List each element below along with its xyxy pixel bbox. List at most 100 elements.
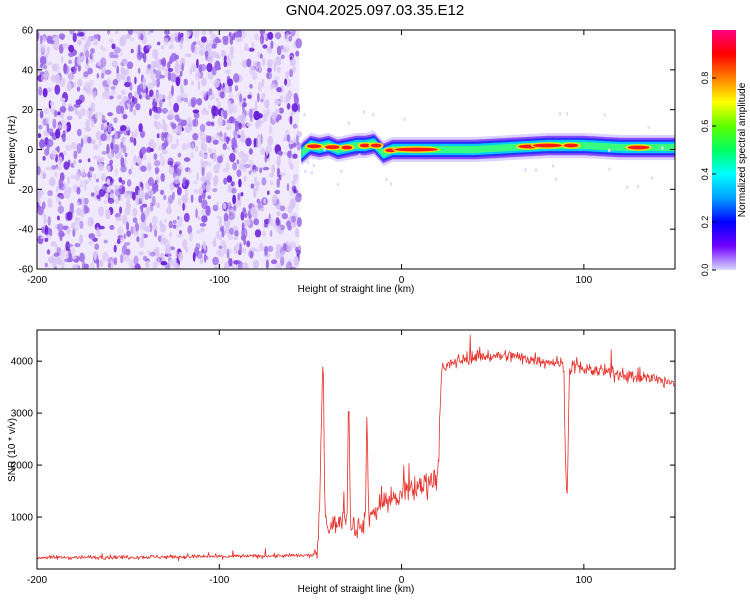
noise-blob — [119, 206, 123, 214]
noise-blob — [155, 202, 161, 209]
noise-blob — [57, 215, 60, 221]
noise-blob — [149, 71, 156, 81]
noise-blob — [285, 71, 289, 79]
noise-blob — [233, 236, 238, 241]
noise-blob — [115, 105, 122, 115]
noise-blob — [259, 53, 263, 59]
noise-blob — [153, 113, 160, 120]
noise-blob — [249, 251, 254, 259]
noise-blob — [124, 81, 131, 88]
noise-blob — [192, 251, 196, 262]
noise-blob — [196, 250, 203, 259]
noise-blob — [296, 249, 301, 256]
noise-blob — [123, 130, 128, 136]
noise-blob — [81, 261, 86, 269]
noise-blob — [92, 144, 100, 151]
noise-blob — [85, 49, 90, 59]
noise-blob — [213, 153, 217, 162]
noise-blob — [109, 193, 115, 200]
noise-blob — [67, 186, 72, 193]
noise-blob — [238, 122, 242, 130]
noise-blob — [44, 225, 49, 235]
noise-blob — [98, 188, 106, 197]
noise-speck — [347, 121, 350, 125]
noise-speck — [323, 147, 326, 152]
noise-blob — [227, 78, 234, 87]
noise-speck — [608, 167, 611, 171]
noise-blob — [276, 211, 281, 217]
noise-blob — [125, 34, 131, 39]
noise-blob — [90, 192, 95, 197]
colorbar-label: Normalized spectral amplitude — [737, 82, 748, 217]
noise-blob — [128, 92, 133, 100]
noise-blob — [72, 264, 79, 269]
noise-blob — [93, 34, 100, 39]
noise-blob — [68, 44, 75, 53]
noise-blob — [263, 198, 267, 204]
noise-blob — [114, 131, 118, 141]
noise-blob — [212, 188, 218, 193]
signal-hotspot — [359, 143, 371, 148]
noise-blob — [267, 190, 270, 195]
noise-blob — [262, 109, 266, 118]
noise-blob — [72, 32, 77, 43]
noise-blob — [251, 41, 255, 49]
noise-blob — [130, 48, 134, 54]
noise-blob — [160, 237, 168, 244]
noise-blob — [42, 36, 47, 43]
noise-speck — [390, 182, 393, 186]
noise-blob — [230, 137, 237, 147]
noise-blob — [145, 260, 150, 268]
noise-blob — [122, 114, 128, 120]
noise-blob — [101, 173, 106, 182]
noise-blob — [152, 260, 158, 269]
noise-blob — [40, 73, 47, 83]
noise-blob — [293, 173, 299, 181]
noise-blob — [259, 34, 265, 45]
noise-blob — [84, 126, 92, 132]
noise-blob — [148, 177, 154, 186]
noise-blob — [97, 163, 105, 171]
noise-blob — [56, 145, 60, 153]
noise-blob — [140, 165, 147, 172]
noise-blob — [140, 212, 146, 223]
noise-blob — [39, 55, 47, 66]
figure-title: GN04.2025.097.03.35.E12 — [286, 2, 464, 19]
noise-blob — [155, 106, 163, 114]
noise-blob — [204, 50, 209, 58]
noise-blob — [170, 34, 174, 44]
noise-blob — [211, 121, 215, 127]
noise-blob — [267, 31, 274, 40]
noise-blob — [63, 161, 70, 170]
noise-speck — [552, 164, 555, 168]
noise-blob — [220, 109, 224, 120]
noise-blob — [201, 166, 205, 177]
noise-blob — [244, 223, 247, 229]
noise-blob — [289, 68, 294, 78]
noise-blob — [149, 251, 156, 257]
noise-blob — [211, 92, 215, 100]
noise-blob — [71, 255, 77, 260]
noise-blob — [199, 222, 207, 227]
noise-blob — [101, 114, 106, 124]
noise-blob — [270, 180, 273, 185]
noise-blob — [254, 166, 259, 172]
noise-blob — [38, 124, 43, 130]
noise-blob — [236, 159, 240, 165]
noise-blob — [292, 123, 298, 129]
noise-blob — [90, 48, 95, 54]
noise-blob — [88, 233, 96, 240]
noise-blob — [232, 194, 237, 205]
noise-blob — [198, 45, 206, 55]
noise-blob — [68, 248, 71, 260]
noise-blob — [193, 30, 200, 38]
noise-blob — [174, 161, 181, 167]
snr-frame — [36, 329, 676, 570]
noise-blob — [276, 155, 281, 167]
noise-blob — [205, 205, 211, 217]
noise-blob — [170, 72, 177, 83]
noise-blob — [239, 93, 243, 103]
noise-blob — [157, 235, 162, 242]
noise-blob — [120, 165, 127, 173]
noise-blob — [208, 30, 213, 35]
